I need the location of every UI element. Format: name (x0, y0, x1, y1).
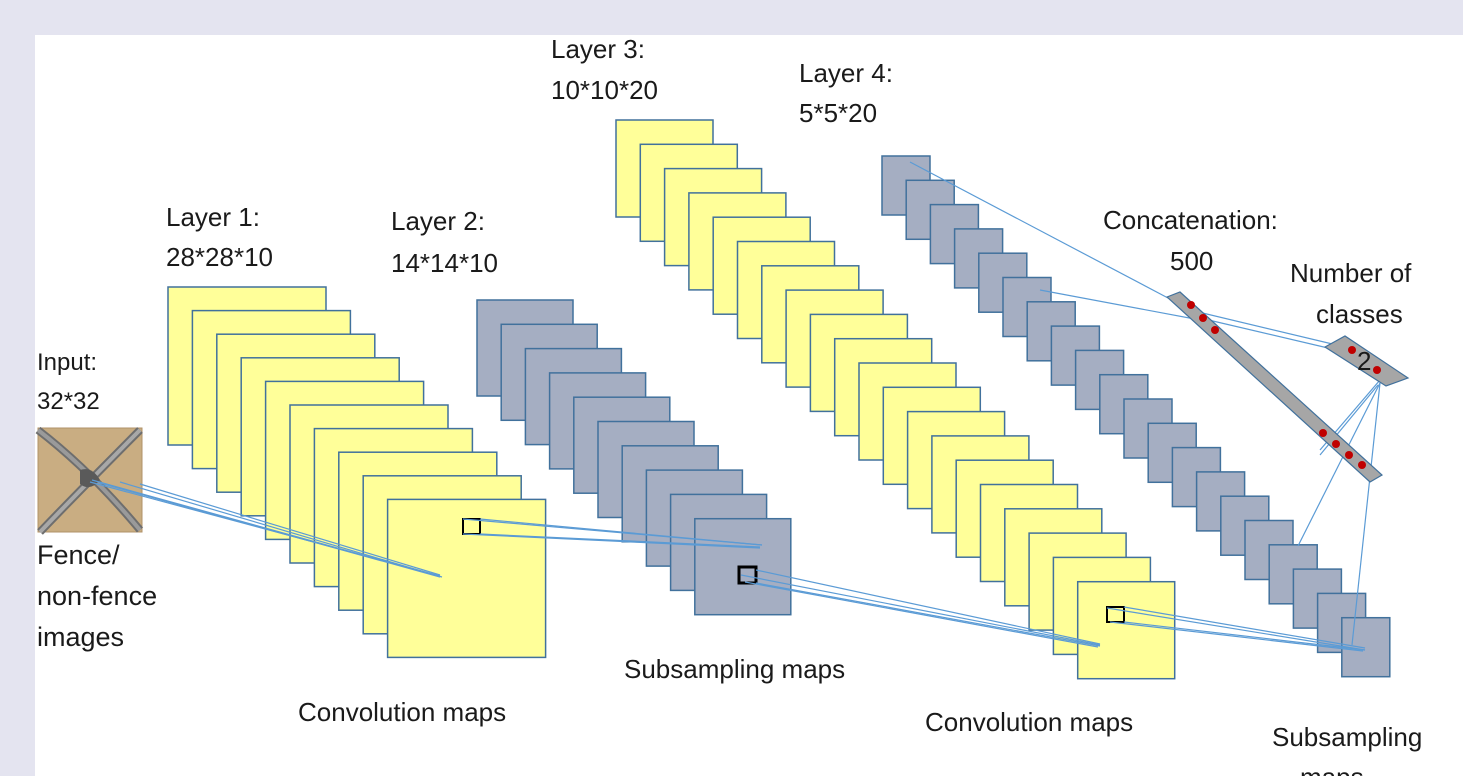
layer3-title: Layer 3: (551, 34, 645, 64)
convolution-maps-label-2: Convolution maps (925, 707, 1133, 737)
input-caption-line3: images (37, 622, 124, 652)
layer2-size: 14*14*10 (391, 248, 498, 278)
input-title: Input: (37, 349, 97, 376)
input-caption-line2: non-fence (37, 581, 157, 611)
layer1-map-10 (386, 498, 547, 659)
concatenation-size: 500 (1170, 246, 1213, 276)
layer1-convolution-maps (167, 286, 547, 659)
layer4-size: 5*5*20 (799, 98, 877, 128)
concatenation-vector (1165, 291, 1384, 483)
subsampling-maps-label-1: Subsampling maps (624, 654, 845, 684)
input-size: 32*32 (37, 388, 100, 415)
convolution-maps-label-1: Convolution maps (298, 697, 506, 727)
output-classes-vector (1323, 335, 1410, 387)
layer1-size: 28*28*10 (166, 242, 273, 272)
classes-title-line1: Number of (1290, 258, 1412, 288)
layer3-size: 10*10*20 (551, 75, 658, 105)
layer2-title: Layer 2: (391, 206, 485, 236)
layer4-title: Layer 4: (799, 58, 893, 88)
concatenation-title: Concatenation: (1103, 205, 1278, 235)
subsampling-maps-label-2-line1: Subsampling (1272, 722, 1422, 752)
layer3-map-20 (1076, 580, 1176, 680)
kernel-box-layer3 (1106, 606, 1125, 623)
layer1-title: Layer 1: (166, 202, 260, 232)
subsampling-maps-label-2-line2: maps (1300, 762, 1364, 776)
input-caption-line1: Fence/ (37, 540, 120, 570)
connection-lines (89, 161, 1381, 652)
classes-count: 2 (1357, 346, 1371, 376)
layer2-subsampling-maps (476, 299, 792, 616)
layer3-convolution-maps (615, 119, 1176, 680)
classes-title-line2: classes (1316, 299, 1403, 329)
input-image (35, 426, 144, 535)
layer4-subsampling-maps (881, 155, 1391, 678)
